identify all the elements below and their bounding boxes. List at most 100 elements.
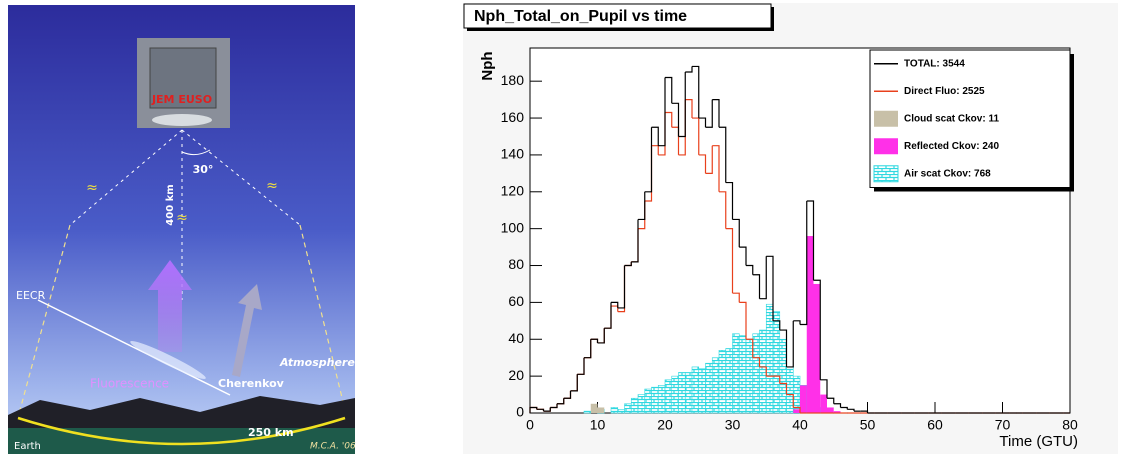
legend-label: Cloud scat Ckov: 11 bbox=[904, 113, 999, 124]
histogram-bar bbox=[765, 303, 774, 414]
histogram-step bbox=[752, 274, 761, 299]
histogram-step bbox=[705, 145, 713, 174]
histogram-step bbox=[833, 403, 842, 408]
histogram-step bbox=[820, 379, 828, 399]
histogram-bar bbox=[732, 333, 740, 414]
histogram-step bbox=[644, 127, 653, 193]
histogram-step bbox=[665, 111, 673, 128]
histogram-step bbox=[597, 328, 605, 344]
histogram-step bbox=[739, 301, 747, 340]
histogram-step bbox=[536, 408, 545, 412]
histogram-bar bbox=[779, 338, 787, 414]
fluorescence-label: Fluorescence bbox=[90, 377, 169, 391]
histogram-step bbox=[563, 390, 572, 399]
histogram-bar bbox=[711, 357, 720, 414]
histogram-step bbox=[611, 301, 619, 308]
histogram-step bbox=[624, 261, 632, 267]
histogram-bar bbox=[637, 394, 646, 414]
atmosphere-label: Atmosphere bbox=[279, 356, 355, 369]
histogram-step bbox=[860, 410, 869, 413]
legend-label: Direct Fluo: 2525 bbox=[904, 86, 985, 97]
histogram-bar bbox=[786, 366, 794, 414]
x-tick-label: 30 bbox=[725, 417, 741, 433]
legend-label: Air scat Ckov: 768 bbox=[904, 168, 991, 179]
approx-mark: ≈ bbox=[266, 178, 278, 194]
histogram-bar bbox=[800, 385, 807, 413]
histogram-bar bbox=[725, 348, 733, 414]
y-tick-label: 100 bbox=[501, 219, 525, 235]
histogram-bar bbox=[705, 362, 713, 414]
y-tick-label: 80 bbox=[508, 256, 524, 272]
histogram-step bbox=[725, 181, 734, 220]
histogram-bar bbox=[684, 372, 693, 414]
shower bbox=[130, 341, 206, 379]
histogram-step bbox=[577, 357, 585, 375]
x-tick-label: 70 bbox=[995, 417, 1011, 433]
histogram-step bbox=[800, 201, 808, 326]
histogram-step bbox=[631, 219, 639, 263]
y-tick-label: 140 bbox=[501, 146, 525, 162]
histogram-bar bbox=[671, 375, 679, 414]
legend-label: TOTAL: 3544 bbox=[904, 58, 965, 69]
histogram-step bbox=[773, 375, 781, 384]
histogram-bar bbox=[624, 403, 632, 414]
histogram-step bbox=[550, 403, 558, 409]
histogram-bar bbox=[820, 394, 827, 413]
histogram-bar bbox=[827, 407, 834, 413]
approx-mark: ≈ bbox=[176, 210, 188, 226]
view-lines bbox=[69, 129, 301, 300]
eecr-label: EECR bbox=[16, 289, 46, 302]
x-tick-label: 80 bbox=[1062, 417, 1078, 433]
histogram-bar bbox=[718, 350, 727, 414]
credit-label: M.C.A. '06 bbox=[310, 442, 356, 452]
histogram-step bbox=[752, 357, 761, 367]
y-tick-label: 60 bbox=[508, 293, 524, 309]
histogram-bar bbox=[772, 311, 781, 414]
x-axis-label: Time (GTU) bbox=[999, 433, 1078, 450]
cherenkov-label: Cherenkov bbox=[218, 377, 285, 390]
histogram-step bbox=[725, 228, 734, 294]
histogram-step bbox=[847, 408, 855, 412]
histogram-bar bbox=[698, 368, 706, 414]
histogram-step bbox=[779, 382, 788, 395]
histogram-step bbox=[557, 398, 565, 405]
y-tick-label: 120 bbox=[501, 182, 525, 198]
y-tick-label: 20 bbox=[508, 367, 524, 383]
histogram-step bbox=[712, 99, 720, 128]
histogram-step bbox=[671, 102, 680, 137]
x-tick-label: 40 bbox=[792, 417, 808, 433]
approx-mark: ≈ bbox=[86, 180, 98, 196]
x-tick-label: 0 bbox=[526, 417, 534, 433]
histogram-bar bbox=[597, 407, 605, 413]
histogram-bar bbox=[617, 409, 625, 414]
histogram-bar bbox=[657, 385, 666, 414]
y-tick-label: 160 bbox=[501, 109, 525, 125]
histogram-step bbox=[705, 99, 713, 128]
histogram-bar bbox=[651, 386, 659, 414]
legend-swatch bbox=[874, 138, 898, 155]
histogram-step bbox=[766, 255, 774, 321]
histogram-bar bbox=[664, 379, 673, 414]
histogram-step bbox=[759, 366, 767, 377]
histogram-step bbox=[678, 71, 686, 138]
legend-box bbox=[869, 49, 1071, 188]
histogram-step bbox=[746, 264, 754, 275]
legend-swatch bbox=[873, 165, 899, 183]
histogram-step bbox=[617, 265, 626, 309]
histogram-bar bbox=[583, 410, 592, 414]
histogram-step bbox=[590, 338, 599, 343]
chart-title: Nph_Total_on_Pupil vs time bbox=[474, 8, 687, 25]
x-tick-label: 50 bbox=[860, 417, 876, 433]
y-tick-label: 40 bbox=[508, 330, 524, 346]
histogram-step bbox=[786, 320, 794, 368]
histogram-step bbox=[712, 145, 720, 192]
histogram-step bbox=[658, 77, 666, 147]
histogram-bar bbox=[590, 403, 598, 413]
histogram-step bbox=[732, 292, 740, 303]
histogram-step bbox=[719, 126, 727, 183]
histogram-step bbox=[638, 191, 646, 221]
histogram-step bbox=[584, 339, 592, 359]
histogram-chart: Nph_Total_on_Pupil vs time Nph Time (GTU… bbox=[463, 3, 1118, 454]
histogram-step bbox=[698, 117, 707, 128]
